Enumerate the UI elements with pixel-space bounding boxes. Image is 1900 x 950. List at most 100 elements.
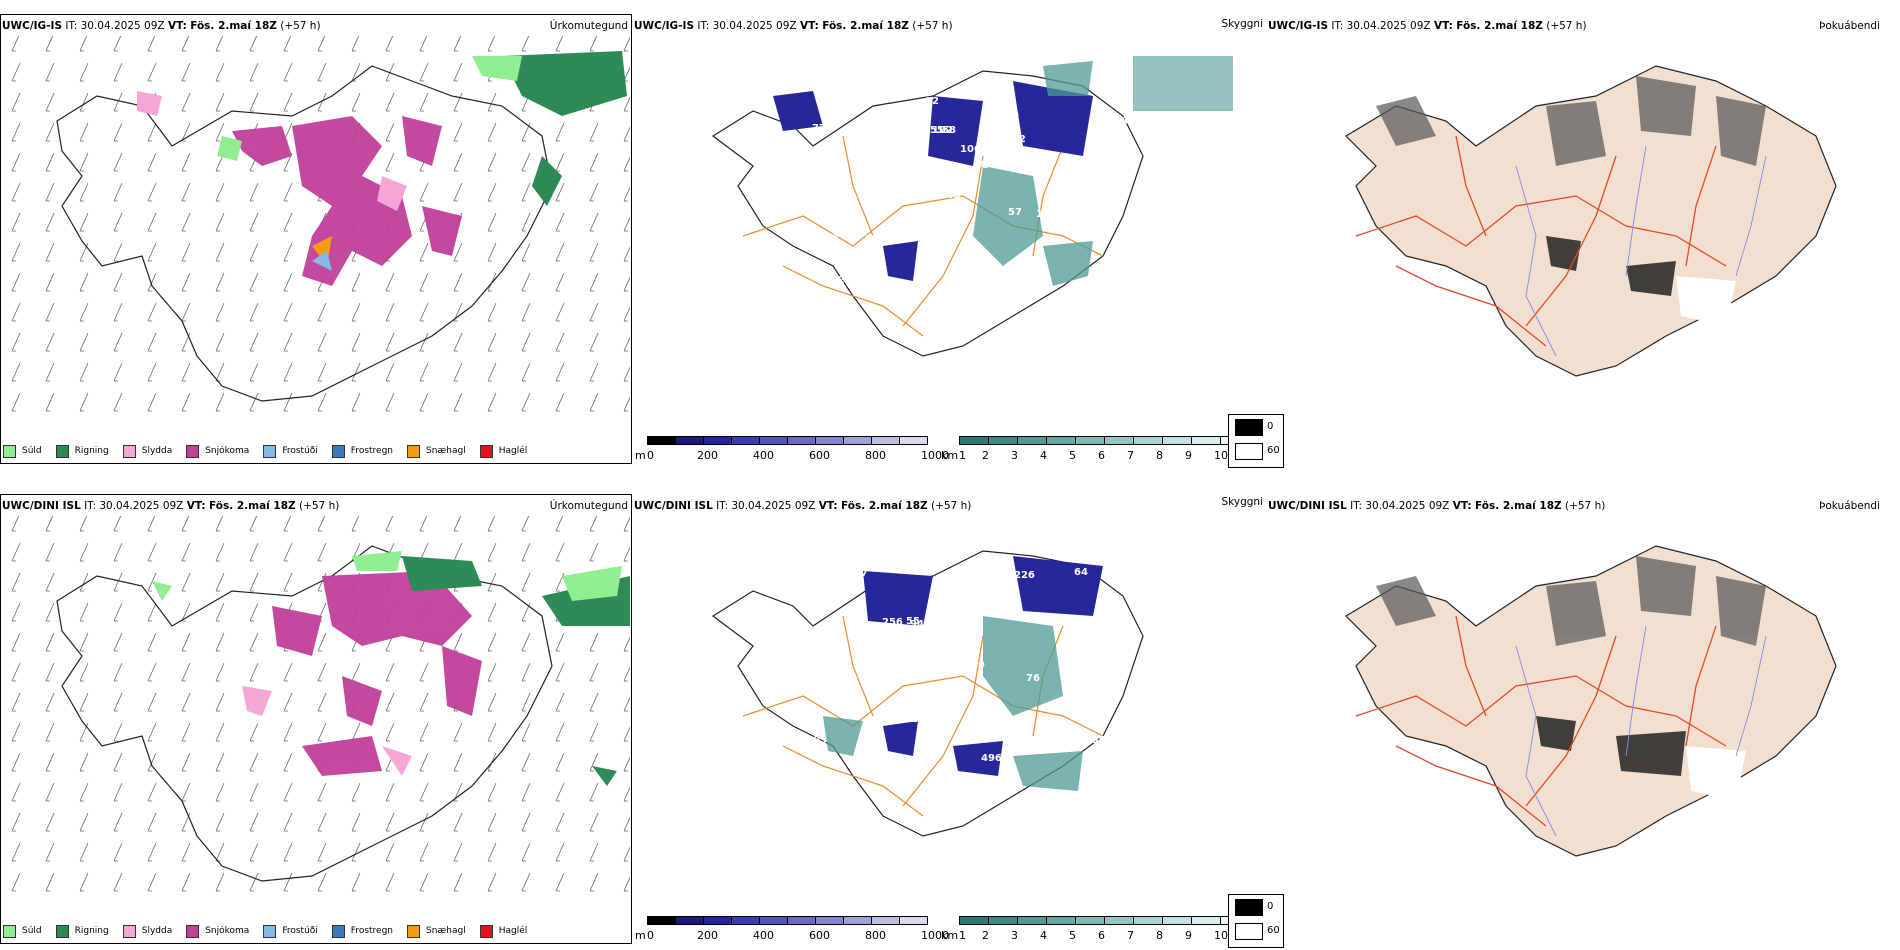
wind-barb <box>589 812 599 832</box>
ceiling-value-label: 41 <box>1101 272 1115 283</box>
wind-barb <box>487 212 497 232</box>
precip-map <box>11 516 630 892</box>
wind-barb <box>45 752 55 772</box>
wind-barb <box>45 182 55 202</box>
wind-barb <box>283 842 293 862</box>
wind-barb <box>623 636 630 652</box>
wind-barb <box>521 212 531 232</box>
wind-barb <box>351 362 361 382</box>
ceiling-value-label: 48 <box>975 160 989 171</box>
wind-barb <box>555 152 565 172</box>
wind-barb <box>11 152 21 172</box>
legend-label: Haglél <box>498 926 528 936</box>
wind-barb <box>249 842 259 862</box>
colorbar-unit: km <box>941 929 959 942</box>
wind-barb <box>147 242 157 262</box>
wind-barb <box>555 516 564 532</box>
ceiling-value-label: 66 <box>791 254 805 265</box>
wind-barb <box>521 722 531 742</box>
wind-barb <box>11 782 21 802</box>
ceiling-value-label: 17 <box>865 234 879 245</box>
wind-barb <box>215 752 225 772</box>
wind-barb <box>45 632 55 652</box>
wind-barb <box>45 392 55 412</box>
wind-barb <box>487 572 497 592</box>
wind-barb <box>113 602 123 622</box>
panel-title: Þokuábendi <box>1819 500 1880 512</box>
wind-barb <box>181 242 191 262</box>
wind-barb <box>283 242 293 262</box>
wind-barb <box>283 782 293 802</box>
wind-barb <box>283 516 292 532</box>
wind-barb <box>589 872 599 892</box>
ceiling-value-label: 128 <box>904 714 925 725</box>
legend-label: Frostúði <box>282 926 318 936</box>
wind-barb <box>317 516 326 532</box>
panel-title: Skyggni <box>1221 496 1264 508</box>
wind-barb <box>283 872 293 892</box>
wind-barb <box>521 362 531 382</box>
wind-barb <box>487 182 497 202</box>
colorbar-unit: km <box>941 449 959 462</box>
ceiling-value-label: 102 <box>932 125 953 136</box>
wind-barb <box>11 36 20 52</box>
colorbar-segment <box>1075 916 1105 925</box>
wind-barb <box>113 122 123 142</box>
wind-barb <box>113 302 123 322</box>
wind-barb <box>487 782 497 802</box>
wind-barb <box>11 632 21 652</box>
wind-barb <box>113 842 123 862</box>
colorbar-segment <box>1017 436 1047 445</box>
ceiling-value-label: 168 <box>818 233 839 244</box>
colorbar-segment <box>1191 916 1221 925</box>
wind-barb <box>249 392 259 412</box>
legend-label: Rigning <box>74 446 109 456</box>
wind-barb <box>249 242 259 262</box>
wind-barb <box>283 182 293 202</box>
colorbar-segment <box>703 436 732 445</box>
wind-barb <box>555 242 565 262</box>
wind-barb <box>317 662 327 682</box>
ceiling-value-label: 39 <box>1092 735 1106 746</box>
legend-label: Snjókoma <box>205 446 250 456</box>
wind-barb <box>113 272 123 292</box>
wind-barb <box>487 392 497 412</box>
colorbar-tick: 200 <box>697 929 718 942</box>
wind-barb <box>113 782 123 802</box>
wind-barb <box>623 666 630 682</box>
colorbar-segment <box>899 436 928 445</box>
wind-barb <box>385 782 395 802</box>
wind-barb <box>45 812 55 832</box>
wind-barb <box>147 752 157 772</box>
wind-barb <box>589 782 599 802</box>
wind-barb <box>215 782 225 802</box>
wind-barb <box>45 92 55 112</box>
panel-title: Þokuábendi <box>1819 20 1880 32</box>
wind-barb <box>215 722 225 742</box>
wind-barb <box>147 212 157 232</box>
ceiling-value-label: 77 <box>806 167 820 178</box>
colorbar-tick: 4 <box>1040 929 1047 942</box>
legend-label: Slydda <box>141 446 173 456</box>
wind-barb <box>215 62 225 82</box>
ceiling-value-label: 80 <box>799 576 813 587</box>
ceiling-value-label: 58 <box>942 125 956 136</box>
wind-barb <box>147 722 157 742</box>
ceiling-value-label: 76 <box>1114 559 1128 570</box>
wind-barb <box>249 362 259 382</box>
wind-barb <box>351 516 360 532</box>
legend-item: Rigning <box>55 444 109 458</box>
visibility-map: 76 52 105 77 94 104 175 226 256 496 836 101 80 39 128 5… <box>711 550 1144 837</box>
wind-barb <box>45 572 55 592</box>
legend-label: Súld <box>22 446 42 456</box>
wind-barb <box>555 542 565 562</box>
wind-barb <box>555 872 565 892</box>
wind-barb <box>147 332 157 352</box>
wind-barb <box>419 516 428 532</box>
wind-barb <box>351 392 361 412</box>
wind-barb <box>249 302 259 322</box>
wind-barb <box>181 872 191 892</box>
wind-barb <box>249 92 259 112</box>
wind-barb <box>45 152 55 172</box>
wind-barb <box>79 722 89 742</box>
